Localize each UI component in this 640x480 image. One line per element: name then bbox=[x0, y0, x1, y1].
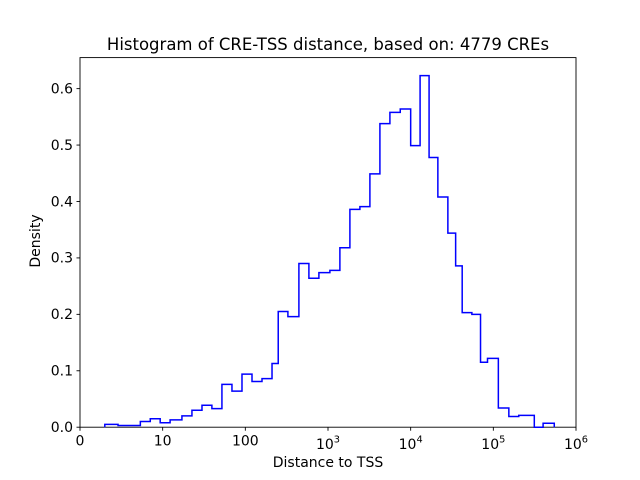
plot-border bbox=[79, 57, 577, 428]
chart-title: Histogram of CRE-TSS distance, based on:… bbox=[106, 35, 550, 54]
x-tick-label: 10 bbox=[154, 434, 172, 450]
x-tick-label: 105 bbox=[481, 435, 505, 454]
y-tick-label: 0.4 bbox=[51, 194, 73, 210]
y-tick-label: 0.2 bbox=[51, 307, 73, 323]
y-tick-label: 0.5 bbox=[51, 138, 73, 154]
y-axis-label: Density bbox=[28, 214, 44, 268]
x-tick-label: 100 bbox=[232, 434, 259, 450]
y-tick-label: 0.3 bbox=[51, 251, 73, 267]
y-tick-label: 0.1 bbox=[51, 364, 73, 380]
x-tick-label: 103 bbox=[316, 435, 340, 454]
x-tick-label: 0 bbox=[76, 434, 85, 450]
y-tick-label: 0.6 bbox=[51, 81, 73, 97]
x-tick-label: 106 bbox=[564, 435, 588, 454]
x-axis-label: Distance to TSS bbox=[272, 455, 384, 471]
x-tick-label: 104 bbox=[399, 435, 423, 454]
y-tick-label: 0.0 bbox=[51, 420, 73, 436]
histogram-curve bbox=[104, 74, 556, 428]
